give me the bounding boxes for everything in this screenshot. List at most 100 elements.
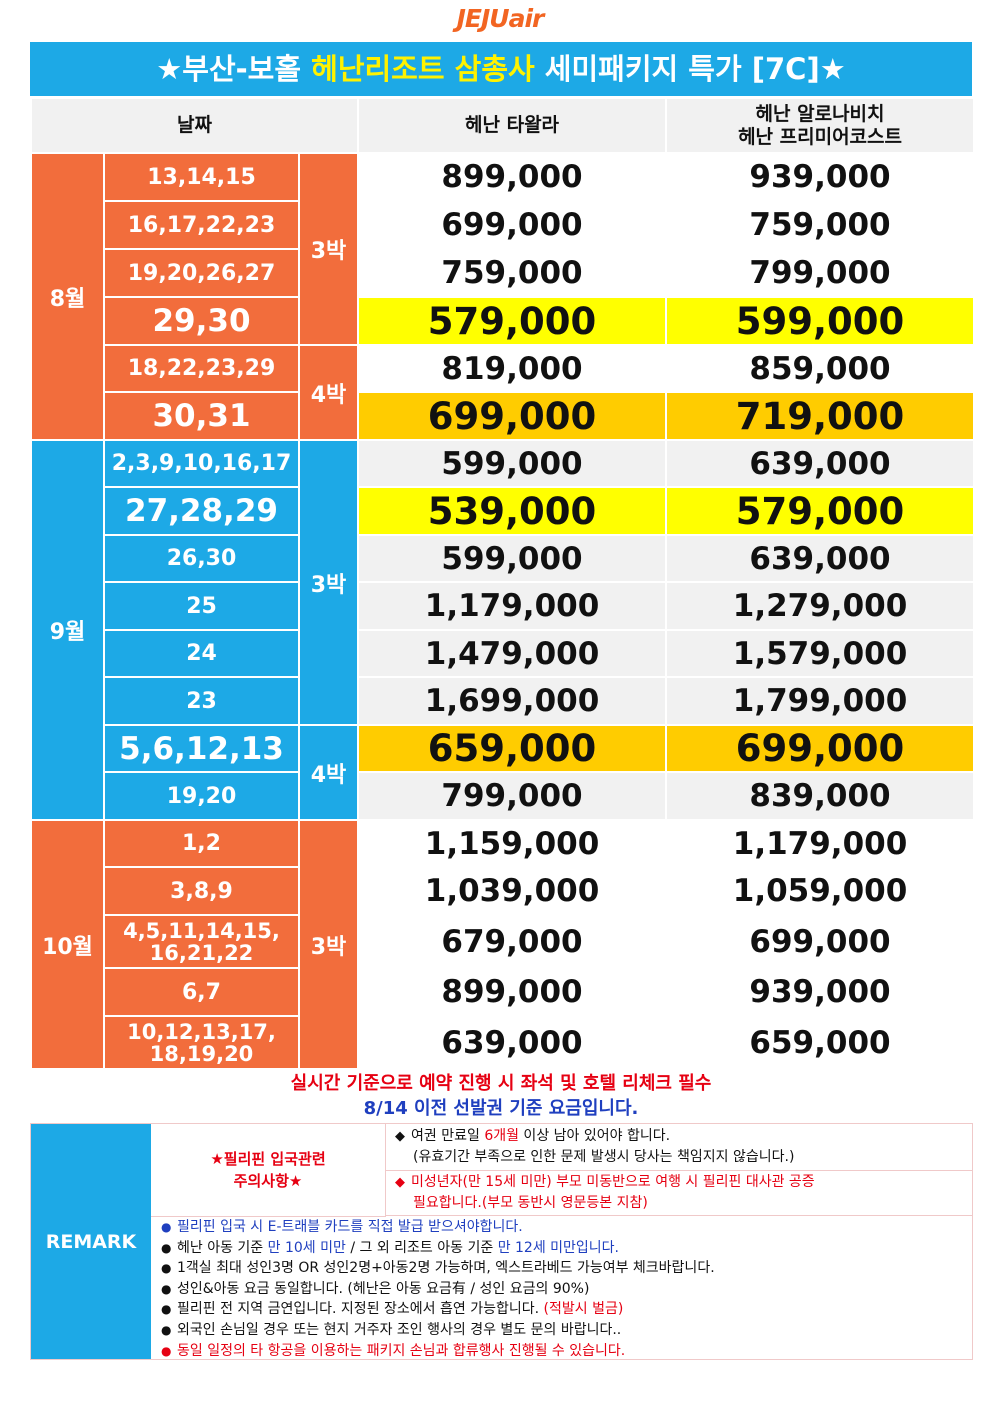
date-cell: 4,5,11,14,15, 16,21,22: [103, 914, 300, 969]
list-item: ● 성인&아동 요금 동일합니다. (헤난은 아동 요금有 / 성인 요금의 90…: [161, 1279, 715, 1300]
price-cell: 939,000: [665, 152, 976, 202]
price-cell-highlight: 579,000: [357, 296, 668, 346]
date-cell: 26,30: [103, 534, 300, 583]
price-cell: 899,000: [357, 152, 668, 202]
date-cell: 5,6,12,13: [103, 724, 300, 773]
remark-text-highlight: 만 10세 미만: [267, 1239, 346, 1256]
price-cell-highlight: 579,000: [665, 486, 976, 536]
table-row: 3,8,9 1,039,000 1,059,000: [31, 866, 976, 916]
passport-text-line2: (유효기간 부족으로 인한 문제 발생시 당사는 책임지지 않습니다.): [413, 1149, 795, 1165]
table-row: 23 1,699,000 1,799,000: [31, 676, 976, 726]
remark-text-highlight: (적발시 벌금): [543, 1301, 624, 1318]
passport-text-b: 6개월: [484, 1128, 519, 1144]
price-cell: 639,000: [665, 534, 976, 583]
header-hotel-2: 헤난 알로나비치 헤난 프리미어코스트: [665, 97, 976, 154]
price-table: 날짜 헤난 타왈라 헤난 알로나비치 헤난 프리미어코스트 8월 13,14,15…: [29, 97, 976, 1070]
remark-label: REMARK: [31, 1124, 151, 1359]
price-cell: 599,000: [357, 439, 668, 488]
price-cell: 799,000: [357, 771, 668, 821]
date-cell: 19,20: [103, 771, 300, 821]
price-cell-highlight: 659,000: [357, 724, 668, 773]
price-cell: 659,000: [665, 1015, 976, 1070]
price-cell: 639,000: [665, 439, 976, 488]
table-row: 19,20 799,000 839,000: [31, 771, 976, 821]
remark-text: 헤난 아동 기준: [177, 1239, 268, 1256]
price-cell: 1,279,000: [665, 581, 976, 631]
bullet-icon: ●: [161, 1322, 172, 1337]
notice-line-1: 실시간 기준으로 예약 진행 시 좌석 및 호텔 리체크 필수: [290, 1073, 712, 1094]
price-cell: 599,000: [357, 534, 668, 583]
table-row: 6,7 899,000 939,000: [31, 967, 976, 1017]
remark-text: 성인&아동 요금 동일합니다. (헤난은 아동 요금有 / 성인 요금의 90%…: [177, 1280, 590, 1297]
nights-4-sep: 4박: [297, 724, 360, 821]
remark-text: 필리핀 전 지역 금연입니다. 지정된 장소에서 흡연 가능합니다.: [177, 1301, 544, 1318]
remark-text: 1객실 최대 성인3명 OR 성인2명+아동2명 가능하며, 엑스트라베드 가능…: [177, 1260, 715, 1277]
table-row: 27,28,29 539,000 579,000: [31, 486, 976, 536]
date-cell: 6,7: [103, 967, 300, 1017]
price-cell: 1,799,000: [665, 676, 976, 726]
date-cell: 2,3,9,10,16,17: [103, 439, 300, 488]
table-row: 24 1,479,000 1,579,000: [31, 629, 976, 678]
nights-3-aug: 3박: [297, 152, 360, 346]
table-row: 5,6,12,13 4박 659,000 699,000: [31, 724, 976, 821]
month-oct: 10월: [30, 819, 105, 1070]
date-cell: 27,28,29: [103, 486, 300, 536]
nights-3-sep: 3박: [297, 439, 360, 726]
price-cell: 759,000: [665, 200, 976, 250]
table-row: 16,17,22,23 699,000 759,000: [31, 200, 976, 250]
price-cell: 859,000: [665, 344, 976, 393]
date-cell: 30,31: [103, 391, 300, 441]
header-hotel-2-line2: 헤난 프리미어코스트: [738, 125, 902, 148]
list-item: ● 필리핀 입국 시 E-트래블 카드를 직접 발급 받으셔야합니다.: [161, 1217, 715, 1238]
price-cell: 799,000: [665, 248, 976, 298]
date-cell: 23: [103, 676, 300, 726]
price-cell: 899,000: [357, 967, 668, 1017]
list-item: ● 필리핀 전 지역 금연입니다. 지정된 장소에서 흡연 가능합니다. (적발시…: [161, 1299, 715, 1320]
table-row: 29,30 579,000 599,000: [31, 296, 976, 346]
date-cell: 13,14,15: [103, 152, 300, 202]
price-cell: 639,000: [357, 1015, 668, 1070]
title-part-start: ★부산-보홀: [156, 52, 312, 86]
remark-list: ● 필리핀 입국 시 E-트래블 카드를 직접 발급 받으셔야합니다. ● 헤난 아…: [155, 1217, 715, 1361]
booking-notice: 실시간 기준으로 예약 진행 시 좌석 및 호텔 리체크 필수 8/14 이전 …: [30, 1071, 972, 1121]
page-title-banner: ★부산-보홀 헤난리조트 삼총사 세미패키지 특가 [7C]★: [30, 42, 972, 96]
nights-3-oct: 3박: [297, 819, 360, 1070]
header-hotel-1: 헤난 타왈라: [357, 97, 668, 154]
bullet-icon: ●: [161, 1240, 172, 1255]
price-cell: 839,000: [665, 771, 976, 821]
bullet-icon: ●: [161, 1343, 172, 1358]
date-cell: 3,8,9: [103, 866, 300, 916]
date-cell: 29,30: [103, 296, 300, 346]
table-header-row: 날짜 헤난 타왈라 헤난 알로나비치 헤난 프리미어코스트: [29, 97, 976, 154]
price-cell-highlight: 599,000: [665, 296, 976, 346]
header-hotel-2-line1: 헤난 알로나비치: [755, 102, 885, 125]
caution-line-1: ★필리핀 입국관련: [210, 1150, 326, 1168]
bullet-icon: ●: [161, 1281, 172, 1296]
minor-text-line2: 필요합니다.(부모 동반시 영문등본 지참): [413, 1195, 648, 1211]
diamond-icon: ◆: [395, 1129, 405, 1144]
caution-line-2: 주의사항★: [233, 1172, 303, 1190]
date-cell: 16,17,22,23: [103, 200, 300, 250]
date-cell: 24: [103, 629, 300, 678]
table-row: 4,5,11,14,15, 16,21,22 679,000 699,000: [31, 914, 976, 969]
date-line: 10,12,13,17,: [127, 1019, 276, 1044]
table-row: 8월 13,14,15 3박 899,000 939,000: [30, 152, 976, 441]
passport-text-c: 이상 남아 있어야 합니다.: [518, 1128, 671, 1144]
title-highlight: 헤난리조트 삼총사: [311, 52, 535, 86]
table-row: 18,22,23,29 4박 819,000 859,000: [31, 344, 976, 441]
table-row: 9월 2,3,9,10,16,17 3박 599,000 639,000: [30, 439, 976, 821]
passport-text-a: 여권 만료일: [411, 1128, 485, 1144]
remark-text: 동일 일정의 타 항공을 이용하는 패키지 손님과 합류행사 진행될 수 있습니…: [177, 1342, 626, 1359]
diamond-icon: ◆: [395, 1175, 405, 1190]
month-aug: 8월: [30, 152, 105, 441]
list-item: ● 동일 일정의 타 항공을 이용하는 패키지 손님과 합류행사 진행될 수 있습…: [161, 1341, 715, 1362]
remark-text: / 그 외 리조트 아동 기준: [345, 1239, 498, 1256]
price-cell: 1,699,000: [357, 676, 668, 726]
table-row: 10월 1,2 3박 1,159,000 1,179,000: [30, 819, 976, 1070]
title-part-end: 세미패키지 특가 [7C]★: [534, 52, 846, 86]
jejuair-logo: JEJUair: [456, 4, 545, 33]
bullet-icon: ●: [161, 1220, 172, 1234]
price-cell: 819,000: [357, 344, 668, 393]
price-cell: 1,039,000: [357, 866, 668, 916]
